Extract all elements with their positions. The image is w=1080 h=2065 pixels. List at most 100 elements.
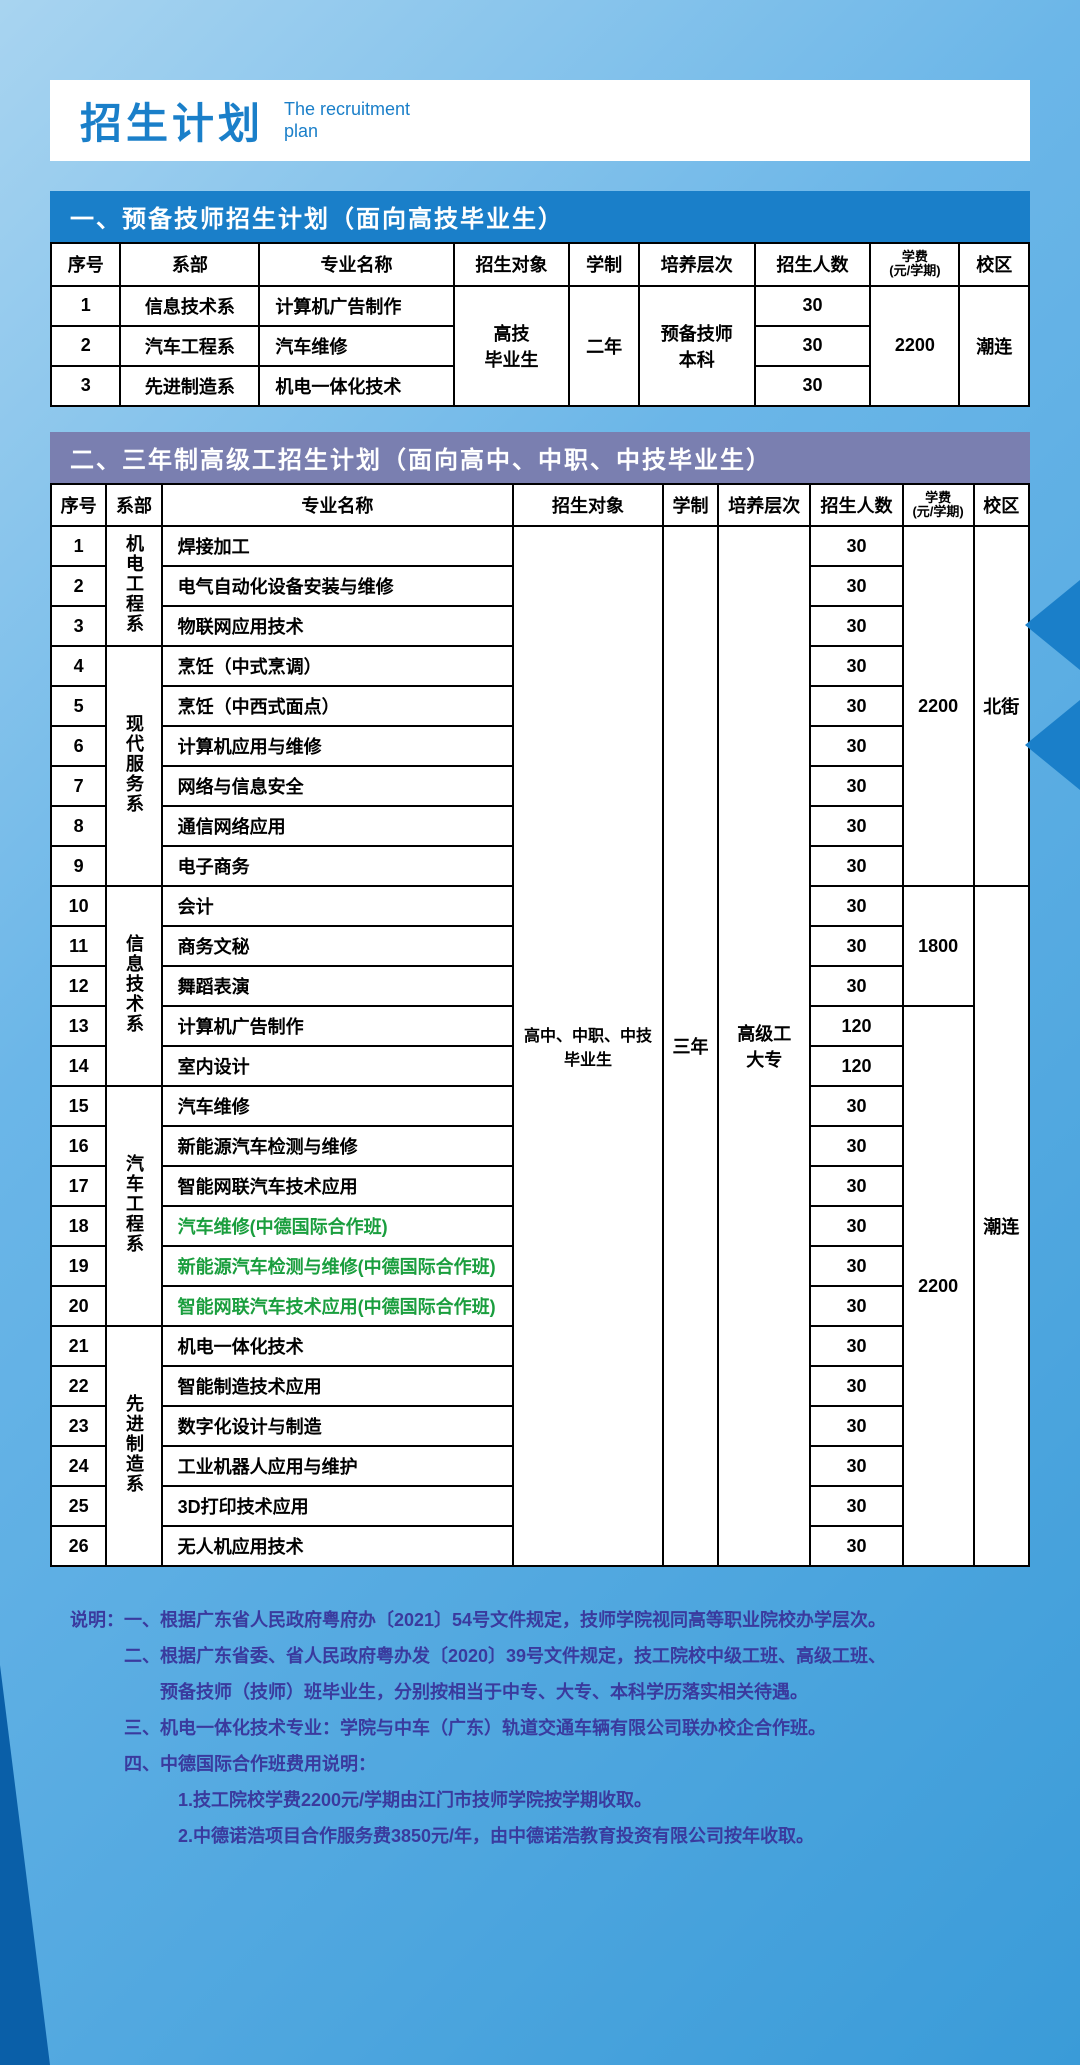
- cell-enroll: 30: [810, 806, 902, 846]
- cell-seq: 20: [51, 1286, 106, 1326]
- cell-major: 新能源汽车检测与维修(中德国际合作班): [162, 1246, 514, 1286]
- cell-major: 电子商务: [162, 846, 514, 886]
- cell-enroll: 30: [810, 726, 902, 766]
- cell-seq: 26: [51, 1526, 106, 1566]
- table-section1: 序号 系部 专业名称 招生对象 学制 培养层次 招生人数 学费 (元/学期) 校…: [50, 242, 1030, 407]
- cell-major: 数字化设计与制造: [162, 1406, 514, 1446]
- col-major: 专业名称: [259, 243, 453, 286]
- cell-dept: 先进制造系: [120, 366, 259, 406]
- cell-seq: 12: [51, 966, 106, 1006]
- cell-major: 无人机应用技术: [162, 1526, 514, 1566]
- col-target: 招生对象: [454, 243, 570, 286]
- cell-seq: 10: [51, 886, 106, 926]
- notes-item: 四、中德国际合作班费用说明：: [124, 1754, 376, 1774]
- table-row: 1机电工程系焊接加工高中、中职、中技毕业生 三年 高级工大专302200北街: [51, 526, 1029, 566]
- notes-item: 1.技工院校学费2200元/学期由江门市技师学院按学期收取。: [124, 1790, 652, 1810]
- notes-item: 三、机电一体化技术专业：学院与中车（广东）轨道交通车辆有限公司联办校企合作班。: [124, 1718, 826, 1738]
- cell-major: 新能源汽车检测与维修: [162, 1126, 514, 1166]
- cell-enroll: 30: [810, 1326, 902, 1366]
- col-duration: 学制: [569, 243, 638, 286]
- cell-enroll: 30: [810, 1126, 902, 1166]
- cell-seq: 5: [51, 686, 106, 726]
- cell-dept: 先进制造系: [106, 1326, 161, 1566]
- table-row: 序号 系部 专业名称 招生对象 学制 培养层次 招生人数 学费 (元/学期) 校…: [51, 243, 1029, 286]
- cell-major: 物联网应用技术: [162, 606, 514, 646]
- cell-enroll: 30: [810, 686, 902, 726]
- cell-fee: 2200: [903, 526, 974, 886]
- cell-seq: 17: [51, 1166, 106, 1206]
- cell-major: 汽车维修(中德国际合作班): [162, 1206, 514, 1246]
- cell-seq: 2: [51, 566, 106, 606]
- cell-seq: 7: [51, 766, 106, 806]
- col-campus: 校区: [959, 243, 1029, 286]
- cell-enroll: 120: [810, 1046, 902, 1086]
- notes-item: 2.中德诺浩项目合作服务费3850元/年，由中德诺浩教育投资有限公司按年收取。: [124, 1826, 814, 1846]
- cell-enroll: 30: [810, 1286, 902, 1326]
- cell-fee: 2200: [903, 1006, 974, 1566]
- cell-seq: 3: [51, 606, 106, 646]
- deco-shape: [0, 1665, 50, 2065]
- cell-major: 舞蹈表演: [162, 966, 514, 1006]
- cell-dept: 现代服务系: [106, 646, 161, 886]
- cell-seq: 24: [51, 1446, 106, 1486]
- cell-seq: 25: [51, 1486, 106, 1526]
- cell-fee: 2200: [870, 286, 959, 406]
- cell-fee: 1800: [903, 886, 974, 1006]
- cell-seq: 1: [51, 526, 106, 566]
- col-fee: 学费 (元/学期): [903, 484, 974, 527]
- cell-seq: 9: [51, 846, 106, 886]
- cell-major: 智能制造技术应用: [162, 1366, 514, 1406]
- cell-dept: 信息技术系: [106, 886, 161, 1086]
- cell-major: 会计: [162, 886, 514, 926]
- col-seq: 序号: [51, 484, 106, 527]
- cell-seq: 3: [51, 366, 120, 406]
- col-enroll: 招生人数: [810, 484, 902, 527]
- col-target: 招生对象: [513, 484, 663, 527]
- cell-dept: 汽车工程系: [106, 1086, 161, 1326]
- cell-seq: 16: [51, 1126, 106, 1166]
- cell-major: 智能网联汽车技术应用(中德国际合作班): [162, 1286, 514, 1326]
- cell-major: 商务文秘: [162, 926, 514, 966]
- notes-item: 二、根据广东省委、省人民政府粤办发〔2020〕39号文件规定，技工院校中级工班、…: [124, 1646, 886, 1666]
- cell-major: 汽车维修: [259, 326, 453, 366]
- cell-seq: 18: [51, 1206, 106, 1246]
- cell-enroll: 30: [810, 646, 902, 686]
- cell-enroll: 30: [810, 1166, 902, 1206]
- cell-enroll: 30: [810, 1446, 902, 1486]
- cell-major: 机电一体化技术: [162, 1326, 514, 1366]
- title-bar: 招生计划 The recruitment plan: [50, 80, 1030, 161]
- cell-major: 焊接加工: [162, 526, 514, 566]
- cell-enroll: 30: [755, 286, 871, 326]
- notes-block: 说明：一、根据广东省人民政府粤府办〔2021〕54号文件规定，技师学院视同高等职…: [50, 1592, 1030, 1868]
- cell-target: 高中、中职、中技毕业生: [513, 526, 663, 1566]
- cell-seq: 15: [51, 1086, 106, 1126]
- cell-major: 计算机广告制作: [162, 1006, 514, 1046]
- cell-enroll: 30: [810, 1406, 902, 1446]
- cell-duration: 二年: [569, 286, 638, 406]
- table-row: 序号 系部 专业名称 招生对象 学制 培养层次 招生人数 学费 (元/学期) 校…: [51, 484, 1029, 527]
- cell-enroll: 30: [810, 566, 902, 606]
- cell-seq: 22: [51, 1366, 106, 1406]
- cell-seq: 2: [51, 326, 120, 366]
- cell-major: 智能网联汽车技术应用: [162, 1166, 514, 1206]
- cell-level: 预备技师本科: [639, 286, 755, 406]
- cell-major: 计算机应用与维修: [162, 726, 514, 766]
- notes-intro: 说明：: [70, 1610, 124, 1630]
- cell-seq: 23: [51, 1406, 106, 1446]
- col-fee: 学费 (元/学期): [870, 243, 959, 286]
- deco-shape: [1025, 580, 1080, 670]
- notes-item: 预备技师（技师）班毕业生，分别按相当于中专、大专、本科学历落实相关待遇。: [124, 1682, 808, 1702]
- section1-header: 一、预备技师招生计划（面向高技毕业生）: [50, 191, 1030, 242]
- title-sub: The recruitment plan: [284, 99, 410, 142]
- cell-campus: 潮连: [959, 286, 1029, 406]
- cell-seq: 19: [51, 1246, 106, 1286]
- cell-seq: 6: [51, 726, 106, 766]
- cell-enroll: 30: [810, 1526, 902, 1566]
- cell-enroll: 30: [810, 606, 902, 646]
- cell-enroll: 30: [755, 326, 871, 366]
- cell-major: 计算机广告制作: [259, 286, 453, 326]
- cell-enroll: 30: [810, 846, 902, 886]
- cell-major: 3D打印技术应用: [162, 1486, 514, 1526]
- cell-major: 烹饪（中式烹调）: [162, 646, 514, 686]
- cell-major: 工业机器人应用与维护: [162, 1446, 514, 1486]
